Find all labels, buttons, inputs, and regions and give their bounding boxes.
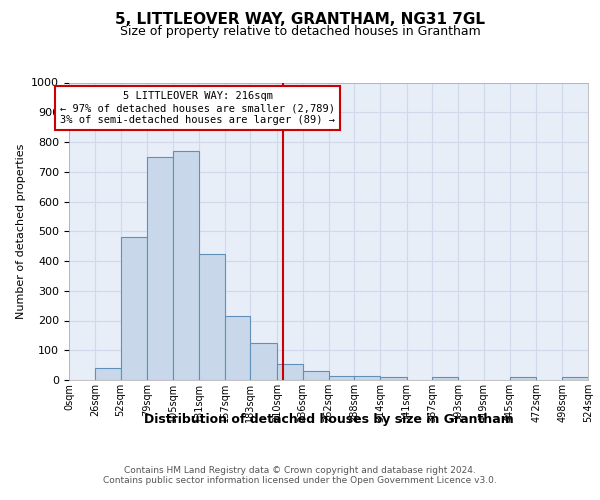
- Text: Contains HM Land Registry data © Crown copyright and database right 2024.: Contains HM Land Registry data © Crown c…: [124, 466, 476, 475]
- Bar: [95, 368, 121, 380]
- Bar: [303, 371, 329, 380]
- Bar: [562, 377, 588, 380]
- Bar: [173, 151, 199, 380]
- Bar: [380, 377, 407, 380]
- Bar: [250, 343, 277, 380]
- Text: Contains public sector information licensed under the Open Government Licence v3: Contains public sector information licen…: [103, 476, 497, 485]
- Bar: [147, 157, 173, 380]
- Text: Distribution of detached houses by size in Grantham: Distribution of detached houses by size …: [144, 412, 514, 426]
- Bar: [199, 254, 224, 380]
- Text: 5 LITTLEOVER WAY: 216sqm
← 97% of detached houses are smaller (2,789)
3% of semi: 5 LITTLEOVER WAY: 216sqm ← 97% of detach…: [60, 92, 335, 124]
- Bar: [329, 376, 354, 380]
- Bar: [224, 316, 250, 380]
- Y-axis label: Number of detached properties: Number of detached properties: [16, 144, 26, 319]
- Bar: [354, 376, 380, 380]
- Bar: [121, 237, 147, 380]
- Text: Size of property relative to detached houses in Grantham: Size of property relative to detached ho…: [119, 25, 481, 38]
- Bar: [510, 377, 536, 380]
- Text: 5, LITTLEOVER WAY, GRANTHAM, NG31 7GL: 5, LITTLEOVER WAY, GRANTHAM, NG31 7GL: [115, 12, 485, 28]
- Bar: [433, 377, 458, 380]
- Bar: [277, 364, 303, 380]
